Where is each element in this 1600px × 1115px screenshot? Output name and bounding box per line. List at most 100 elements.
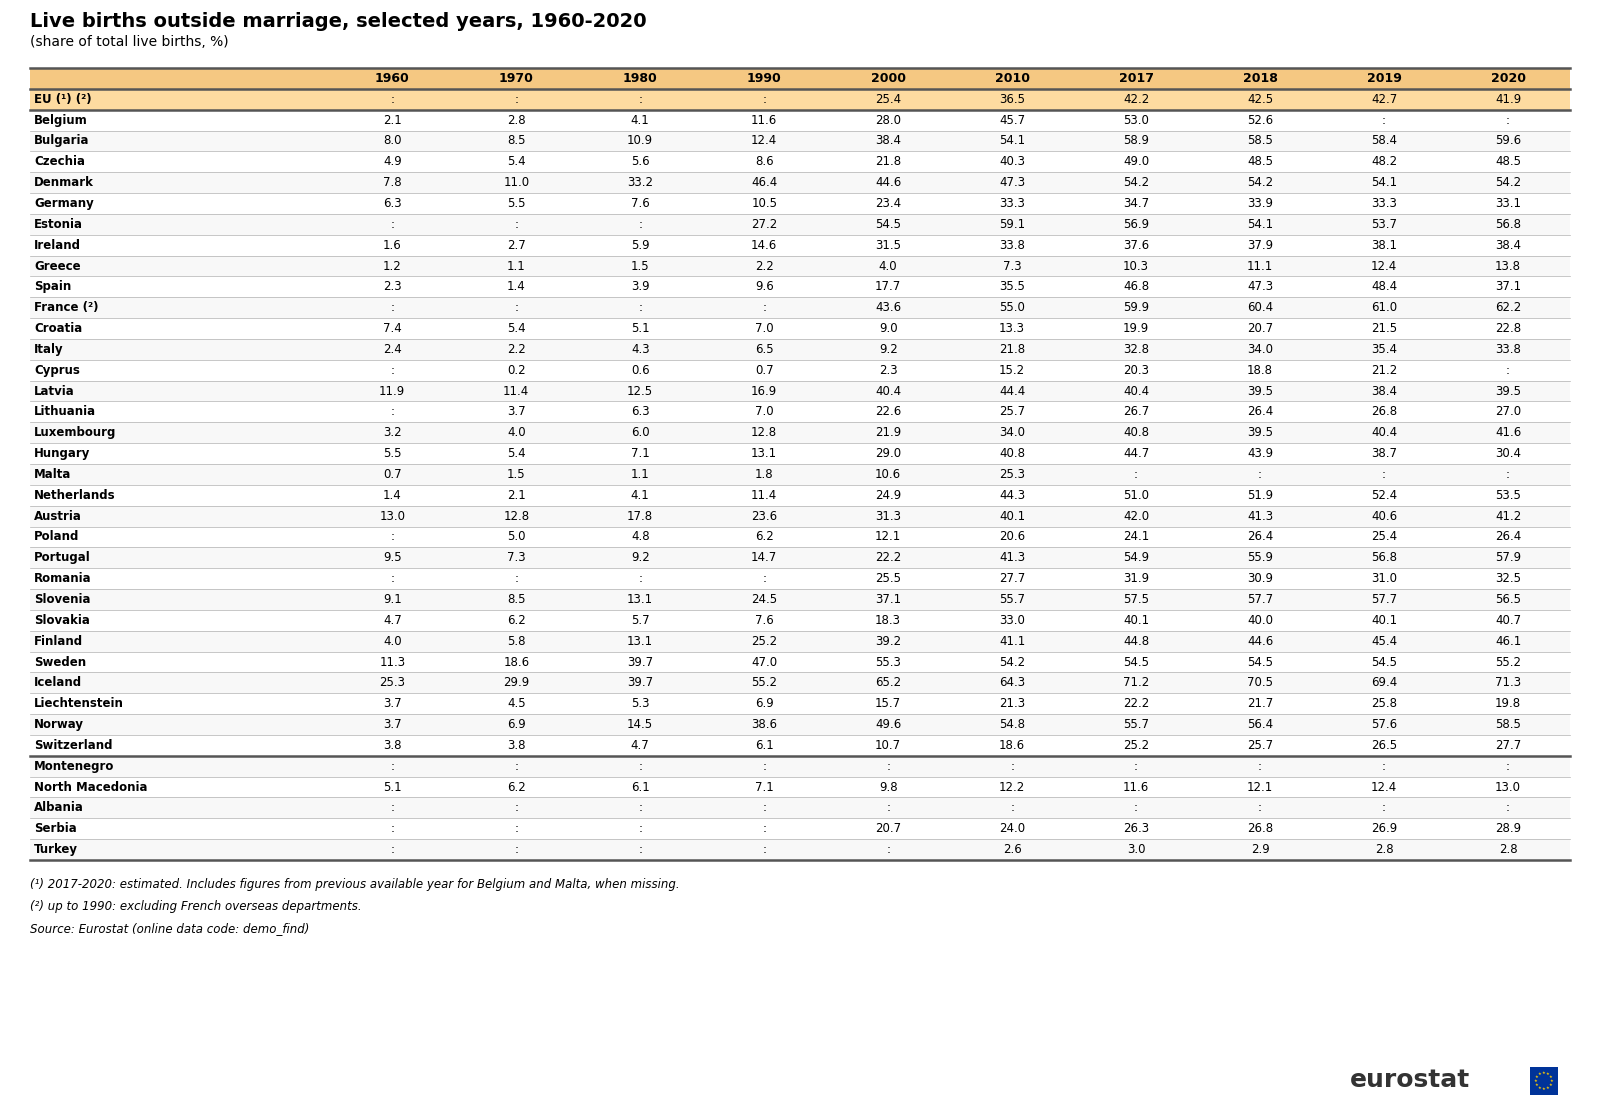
Text: 25.7: 25.7 [1246, 739, 1274, 752]
Text: 2.6: 2.6 [1003, 843, 1021, 856]
Text: 9.2: 9.2 [630, 551, 650, 564]
Text: :: : [1382, 759, 1386, 773]
Text: Norway: Norway [34, 718, 83, 731]
Text: ★: ★ [1550, 1079, 1554, 1083]
Bar [30, 797, 1570, 818]
Text: :: : [1134, 802, 1138, 814]
Text: 46.1: 46.1 [1494, 634, 1522, 648]
Text: 40.1: 40.1 [1371, 614, 1397, 627]
Text: 23.4: 23.4 [875, 197, 901, 210]
Text: 20.3: 20.3 [1123, 363, 1149, 377]
Text: 33.2: 33.2 [627, 176, 653, 190]
Text: Austria: Austria [34, 510, 82, 523]
Text: ★: ★ [1538, 1072, 1542, 1076]
Text: 5.4: 5.4 [507, 447, 525, 460]
Text: 2020: 2020 [1491, 72, 1525, 85]
Text: 46.4: 46.4 [750, 176, 778, 190]
Text: 2010: 2010 [995, 72, 1030, 85]
Text: 40.6: 40.6 [1371, 510, 1397, 523]
Text: 40.8: 40.8 [998, 447, 1026, 460]
Text: Serbia: Serbia [34, 822, 77, 835]
Text: 54.5: 54.5 [1246, 656, 1274, 669]
Text: 7.6: 7.6 [630, 197, 650, 210]
Text: 6.2: 6.2 [507, 614, 526, 627]
Text: eurostat: eurostat [1350, 1068, 1470, 1092]
Text: ★: ★ [1549, 1083, 1554, 1087]
Text: 12.1: 12.1 [875, 531, 901, 543]
Text: ★: ★ [1534, 1075, 1539, 1079]
Text: 23.6: 23.6 [750, 510, 778, 523]
Text: 3.7: 3.7 [382, 718, 402, 731]
Text: 2.3: 2.3 [382, 280, 402, 293]
Text: 9.2: 9.2 [878, 343, 898, 356]
Text: 2.7: 2.7 [507, 239, 526, 252]
Text: 20.6: 20.6 [998, 531, 1026, 543]
Text: 40.7: 40.7 [1494, 614, 1522, 627]
Text: 39.5: 39.5 [1246, 426, 1274, 439]
Text: 12.8: 12.8 [750, 426, 778, 439]
Text: 33.8: 33.8 [1494, 343, 1522, 356]
Bar [30, 255, 1570, 277]
Text: 27.7: 27.7 [1494, 739, 1522, 752]
Text: 41.3: 41.3 [998, 551, 1026, 564]
Text: 31.0: 31.0 [1371, 572, 1397, 585]
Text: 19.9: 19.9 [1123, 322, 1149, 334]
Text: 38.6: 38.6 [750, 718, 778, 731]
Text: (¹) 2017-2020: estimated. Includes figures from previous available year for Belg: (¹) 2017-2020: estimated. Includes figur… [30, 878, 680, 891]
Text: :: : [638, 217, 642, 231]
Text: 1.5: 1.5 [630, 260, 650, 272]
Text: Croatia: Croatia [34, 322, 82, 334]
Text: EU (¹) (²): EU (¹) (²) [34, 93, 91, 106]
Text: :: : [1010, 759, 1014, 773]
Text: 5.5: 5.5 [382, 447, 402, 460]
Bar [30, 714, 1570, 735]
Text: 71.2: 71.2 [1123, 677, 1149, 689]
Text: 58.9: 58.9 [1123, 135, 1149, 147]
Text: Albania: Albania [34, 802, 83, 814]
Text: 54.1: 54.1 [1371, 176, 1397, 190]
Text: 16.9: 16.9 [750, 385, 778, 398]
Text: :: : [1506, 468, 1510, 481]
Text: 5.8: 5.8 [507, 634, 525, 648]
Text: 11.1: 11.1 [1246, 260, 1274, 272]
Text: 58.5: 58.5 [1494, 718, 1522, 731]
Text: Source: Eurostat (online data code: demo_find): Source: Eurostat (online data code: demo… [30, 922, 309, 935]
Text: 33.0: 33.0 [998, 614, 1026, 627]
Text: :: : [1134, 759, 1138, 773]
Text: 54.1: 54.1 [1246, 217, 1274, 231]
Text: 2.3: 2.3 [878, 363, 898, 377]
Text: :: : [1382, 114, 1386, 127]
Text: 4.8: 4.8 [630, 531, 650, 543]
Text: 27.2: 27.2 [750, 217, 778, 231]
Text: 41.2: 41.2 [1494, 510, 1522, 523]
Text: 21.2: 21.2 [1371, 363, 1397, 377]
Text: 2.2: 2.2 [755, 260, 773, 272]
Text: Italy: Italy [34, 343, 64, 356]
Text: Slovenia: Slovenia [34, 593, 91, 605]
Bar [30, 423, 1570, 443]
Text: 56.8: 56.8 [1371, 551, 1397, 564]
Text: :: : [886, 759, 890, 773]
Text: 38.1: 38.1 [1371, 239, 1397, 252]
Text: 21.9: 21.9 [875, 426, 901, 439]
Text: 10.9: 10.9 [627, 135, 653, 147]
Text: 11.4: 11.4 [750, 488, 778, 502]
Text: 44.6: 44.6 [875, 176, 901, 190]
Text: 43.6: 43.6 [875, 301, 901, 314]
Text: :: : [638, 843, 642, 856]
Text: 13.1: 13.1 [627, 593, 653, 605]
Text: 64.3: 64.3 [998, 677, 1026, 689]
Text: 28.9: 28.9 [1494, 822, 1522, 835]
Text: 27.0: 27.0 [1494, 406, 1522, 418]
Text: 1.1: 1.1 [630, 468, 650, 481]
Text: 56.4: 56.4 [1246, 718, 1274, 731]
Text: 48.5: 48.5 [1246, 155, 1274, 168]
Text: 6.2: 6.2 [507, 780, 526, 794]
Text: 2.8: 2.8 [1499, 843, 1517, 856]
Text: 6.2: 6.2 [755, 531, 773, 543]
Text: 2.4: 2.4 [382, 343, 402, 356]
Text: 14.6: 14.6 [750, 239, 778, 252]
Text: 25.3: 25.3 [379, 677, 405, 689]
Text: 54.5: 54.5 [1123, 656, 1149, 669]
Text: 35.5: 35.5 [998, 280, 1026, 293]
